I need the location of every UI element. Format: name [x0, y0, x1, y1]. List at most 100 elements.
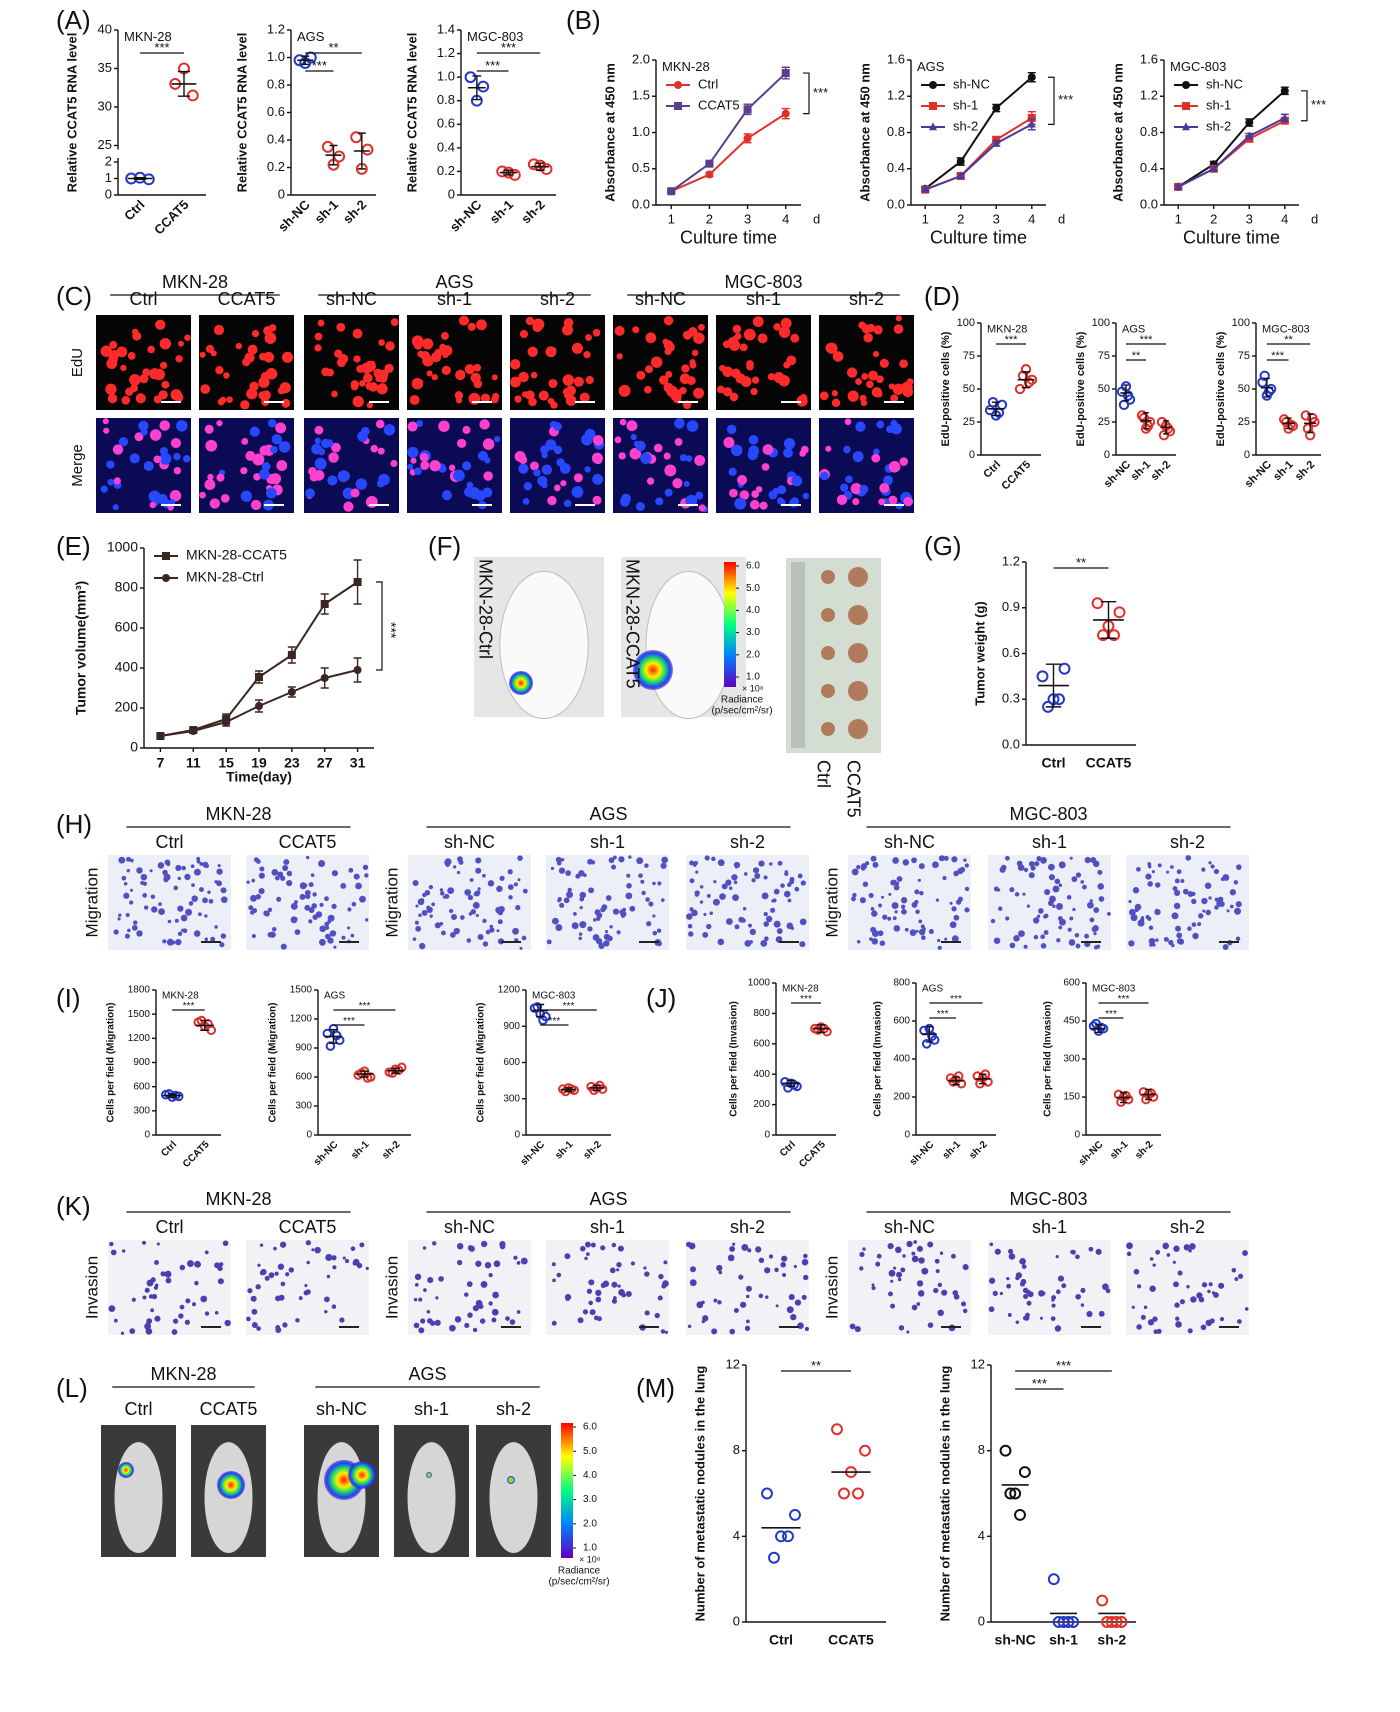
cell — [582, 1309, 589, 1315]
legend-label: MKN-28-Ctrl — [186, 569, 264, 585]
cell — [253, 473, 261, 481]
cell — [1148, 937, 1156, 945]
cell — [415, 925, 422, 932]
cell — [1229, 904, 1234, 909]
cell — [1183, 1244, 1191, 1251]
cell — [1149, 942, 1154, 947]
cell — [118, 856, 126, 864]
cell — [831, 390, 838, 397]
chart-title: MGC-803 — [467, 29, 523, 44]
cell — [630, 433, 637, 441]
marker — [189, 727, 198, 735]
cell — [440, 891, 445, 896]
cell — [611, 1242, 617, 1248]
luminescence — [348, 1461, 376, 1489]
cell — [772, 487, 780, 495]
cell — [157, 862, 165, 869]
cell — [888, 495, 898, 505]
cell — [1058, 861, 1066, 869]
y-tick-label: 1200 — [128, 1033, 151, 1044]
cell — [439, 921, 444, 926]
cell — [887, 1291, 893, 1297]
cell — [355, 478, 368, 490]
cell — [573, 376, 584, 387]
cell — [1044, 888, 1051, 896]
cell — [155, 319, 166, 330]
x-tick-label: 23 — [284, 755, 300, 771]
cell — [911, 1304, 918, 1311]
y-tick-label: 900 — [295, 1043, 312, 1054]
cell — [892, 916, 897, 921]
cell — [545, 346, 557, 358]
cell — [836, 494, 848, 506]
cell — [258, 872, 265, 879]
marker — [1182, 122, 1190, 131]
cell — [493, 1260, 501, 1268]
cell — [129, 858, 134, 863]
cell — [507, 869, 513, 875]
cell — [496, 929, 500, 933]
cell — [1149, 1257, 1154, 1261]
cell — [257, 1263, 261, 1267]
x-tick-label: sh-NC — [312, 1139, 341, 1168]
cell — [696, 1301, 704, 1309]
cell — [616, 353, 623, 360]
data-point — [838, 1487, 850, 1500]
y-tick-label: 40 — [98, 21, 112, 36]
x-tick-label: sh-2 — [1149, 459, 1173, 483]
data-point — [1113, 606, 1126, 619]
y-tick-label: 600 — [133, 1081, 150, 1092]
cell — [551, 1262, 556, 1267]
series-line — [670, 112, 787, 193]
cell — [488, 1272, 493, 1278]
cell — [1126, 1251, 1132, 1257]
cell — [595, 1289, 602, 1296]
cell — [1147, 881, 1153, 887]
tumor — [821, 684, 835, 698]
cell — [293, 917, 298, 921]
cell — [240, 467, 248, 475]
cell — [652, 914, 656, 918]
colorbar-tick-label: 5.0 — [583, 1446, 597, 1457]
cell — [762, 444, 774, 455]
cell — [126, 856, 131, 862]
cell — [121, 875, 127, 881]
cell — [280, 875, 286, 881]
error-bar — [1021, 371, 1031, 389]
cell — [882, 914, 888, 920]
cell — [267, 907, 273, 912]
cell — [496, 885, 503, 893]
data-point — [527, 158, 540, 171]
y-tick-label: 0 — [448, 186, 455, 201]
cell — [672, 478, 683, 489]
cell — [546, 939, 552, 945]
cell — [378, 473, 390, 486]
cell — [537, 475, 548, 487]
cell — [964, 907, 970, 913]
y-tick-label: 8 — [978, 1442, 985, 1457]
cell — [552, 1278, 556, 1283]
cell — [1126, 1242, 1133, 1250]
cell — [303, 1290, 309, 1296]
cell — [873, 325, 883, 335]
cell — [723, 437, 735, 448]
group-title: MKN-28 — [162, 272, 228, 292]
cell — [457, 856, 463, 863]
cell — [660, 862, 667, 869]
cell — [571, 922, 579, 930]
y-tick-label: 0 — [978, 1613, 985, 1628]
marker — [1280, 113, 1289, 122]
tumor — [821, 608, 835, 622]
cell — [185, 1298, 191, 1304]
cell — [609, 925, 613, 929]
column-label: sh-NC — [884, 832, 935, 852]
cell — [164, 1270, 172, 1278]
cell — [445, 862, 451, 867]
cell — [559, 902, 565, 908]
cell — [587, 926, 593, 932]
cell — [630, 1261, 636, 1266]
cell — [590, 1242, 596, 1248]
cell — [331, 442, 341, 453]
cell — [1192, 932, 1199, 940]
cell — [871, 910, 878, 917]
